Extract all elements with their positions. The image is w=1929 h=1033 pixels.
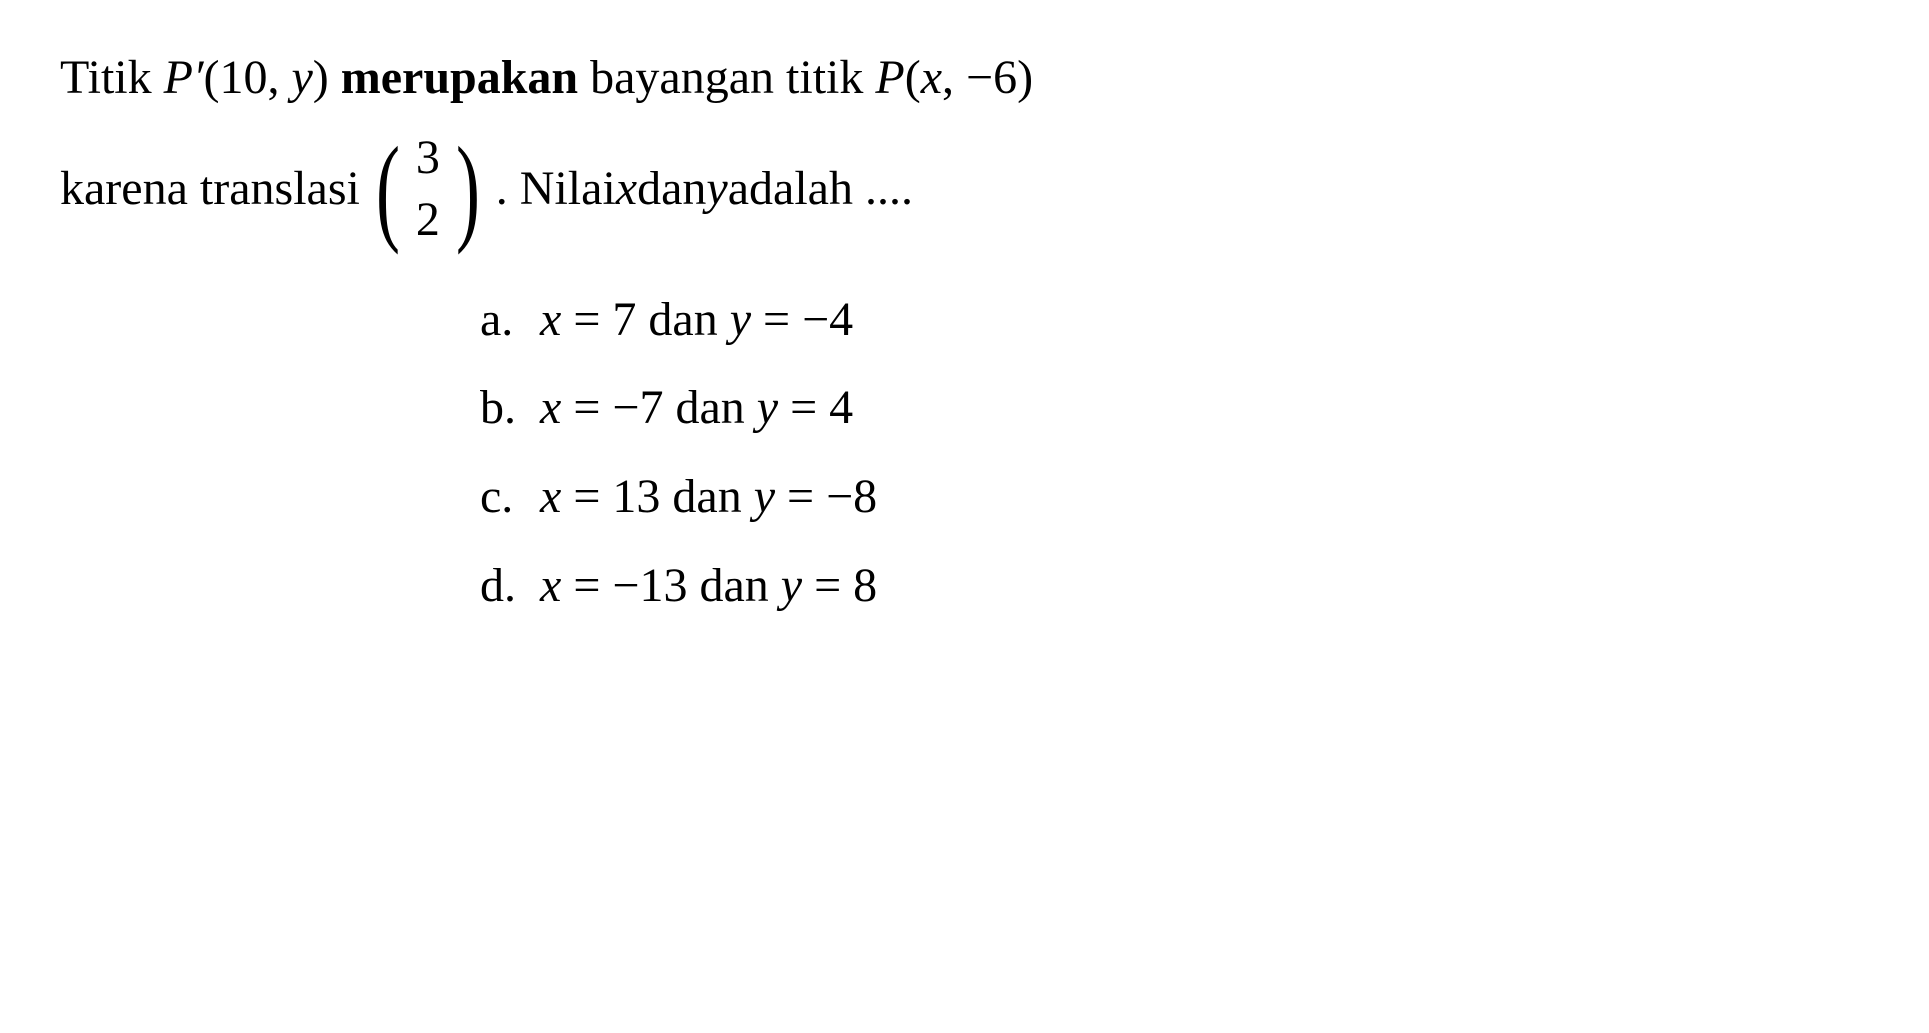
- option-text: x = 13 dan y = −8: [540, 459, 877, 536]
- option-text: x = 7 dan y = −4: [540, 282, 853, 359]
- text-segment: adalah ....: [728, 151, 913, 228]
- text-segment: karena translasi: [60, 151, 360, 228]
- paren-left-icon: (: [376, 141, 400, 237]
- option-label: c.: [480, 459, 540, 536]
- math-question: Titik P′(10, y) merupakan bayangan titik…: [60, 40, 1869, 625]
- prime-symbol: ′: [193, 51, 204, 104]
- option-c: c. x = 13 dan y = −8: [480, 459, 1869, 536]
- variable-x: x: [540, 559, 561, 612]
- text-segment: ): [313, 51, 341, 104]
- option-label: b.: [480, 370, 540, 447]
- bold-word: merupakan: [341, 51, 578, 104]
- answer-options: a. x = 7 dan y = −4 b. x = −7 dan y = 4 …: [480, 282, 1869, 625]
- variable-x: x: [921, 51, 942, 104]
- option-text: x = −13 dan y = 8: [540, 548, 877, 625]
- variable-y: y: [754, 470, 775, 523]
- equation-segment: = −4: [751, 293, 853, 346]
- text-segment: bayangan titik: [578, 51, 875, 104]
- variable-y: y: [757, 381, 778, 434]
- matrix-content: 3 2: [408, 127, 448, 252]
- matrix-element-bottom: 2: [416, 189, 440, 251]
- question-line-2: karena translasi ( 3 2 ) . Nilai x dan y…: [60, 127, 1869, 252]
- text-segment: , −6): [942, 51, 1033, 104]
- text-segment: (: [905, 51, 921, 104]
- variable-x: x: [616, 151, 637, 228]
- text-segment: . Nilai: [496, 151, 616, 228]
- paren-right-icon: ): [456, 141, 480, 237]
- option-b: b. x = −7 dan y = 4: [480, 370, 1869, 447]
- equation-segment: = 7 dan: [561, 293, 729, 346]
- option-d: d. x = −13 dan y = 8: [480, 548, 1869, 625]
- text-segment: dan: [637, 151, 706, 228]
- question-line-1: Titik P′(10, y) merupakan bayangan titik…: [60, 40, 1869, 117]
- equation-segment: = 8: [802, 559, 877, 612]
- option-label: d.: [480, 548, 540, 625]
- variable-y: y: [291, 51, 312, 104]
- equation-segment: = −7 dan: [561, 381, 756, 434]
- option-a: a. x = 7 dan y = −4: [480, 282, 1869, 359]
- option-text: x = −7 dan y = 4: [540, 370, 853, 447]
- variable-y: y: [706, 151, 727, 228]
- equation-segment: = −8: [775, 470, 877, 523]
- variable-y: y: [730, 293, 751, 346]
- column-vector: ( 3 2 ): [368, 127, 488, 252]
- matrix-element-top: 3: [416, 127, 440, 189]
- equation-segment: = −13 dan: [561, 559, 780, 612]
- variable-x: x: [540, 381, 561, 434]
- equation-segment: = 13 dan: [561, 470, 753, 523]
- question-stem: Titik P′(10, y) merupakan bayangan titik…: [60, 40, 1869, 252]
- text-segment: (10,: [203, 51, 291, 104]
- option-label: a.: [480, 282, 540, 359]
- variable-y: y: [781, 559, 802, 612]
- variable-P: P: [875, 51, 904, 104]
- text-segment: Titik: [60, 51, 164, 104]
- equation-segment: = 4: [778, 381, 853, 434]
- variable-P: P: [164, 51, 193, 104]
- variable-x: x: [540, 470, 561, 523]
- variable-x: x: [540, 293, 561, 346]
